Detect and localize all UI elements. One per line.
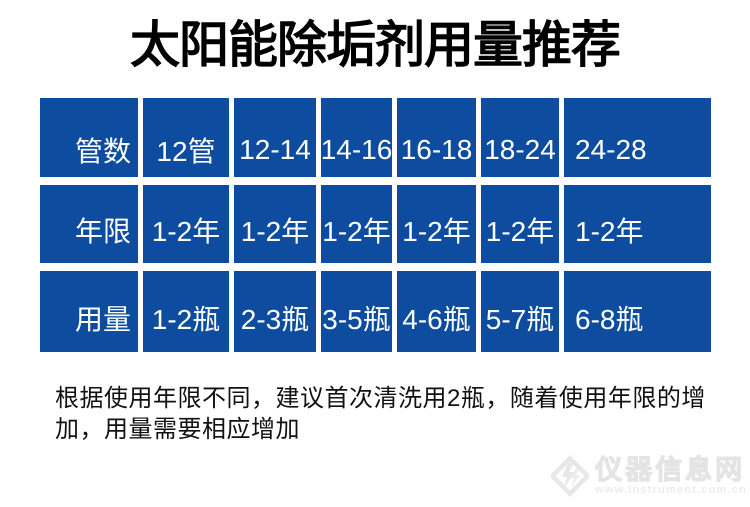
page-title: 太阳能除垢剂用量推荐	[130, 17, 621, 73]
table-cell: 1-2瓶	[143, 271, 229, 352]
table-cell: 1-2年	[143, 185, 229, 263]
table-cell: 4-6瓶	[397, 271, 476, 352]
dosage-table: 管数 12管 12-14 14-16 16-18 18-24 24-28 年限 …	[40, 98, 711, 352]
table-cell: 14-16	[321, 98, 392, 177]
note-line: 根据使用年限不同，建议首次清洗用2瓶，随着使用年限的增	[55, 385, 706, 412]
row-label-dosage: 用量	[40, 271, 138, 352]
watermark-site-url: www.instrument.com.cn	[595, 483, 747, 496]
watermark: 仪器信息网 www.instrument.com.cn	[551, 453, 747, 499]
table-cell: 1-2年	[321, 185, 392, 263]
row-label-tube-count: 管数	[40, 98, 138, 177]
row-label-years: 年限	[40, 185, 138, 263]
table-cell: 5-7瓶	[481, 271, 559, 352]
table-cell: 2-3瓶	[234, 271, 316, 352]
table-cell: 1-2年	[481, 185, 559, 263]
table-cell: 3-5瓶	[321, 271, 392, 352]
table-cell: 24-28	[564, 98, 711, 177]
table-cell: 6-8瓶	[564, 271, 711, 352]
table-cell: 1-2年	[397, 185, 476, 263]
diamond-lightning-icon	[551, 455, 590, 497]
note-line: 加，用量需要相应增加	[55, 416, 300, 443]
table-cell: 1-2年	[564, 185, 711, 263]
table-cell: 18-24	[481, 98, 559, 177]
watermark-site-name: 仪器信息网	[595, 454, 746, 485]
table-cell: 16-18	[397, 98, 476, 177]
watermark-text: 仪器信息网 www.instrument.com.cn	[595, 454, 747, 497]
table-cell: 12管	[143, 98, 229, 177]
usage-note: 根据使用年限不同，建议首次清洗用2瓶，随着使用年限的增 加，用量需要相应增加	[55, 383, 706, 445]
table-cell: 1-2年	[234, 185, 316, 263]
table-cell: 12-14	[234, 98, 316, 177]
